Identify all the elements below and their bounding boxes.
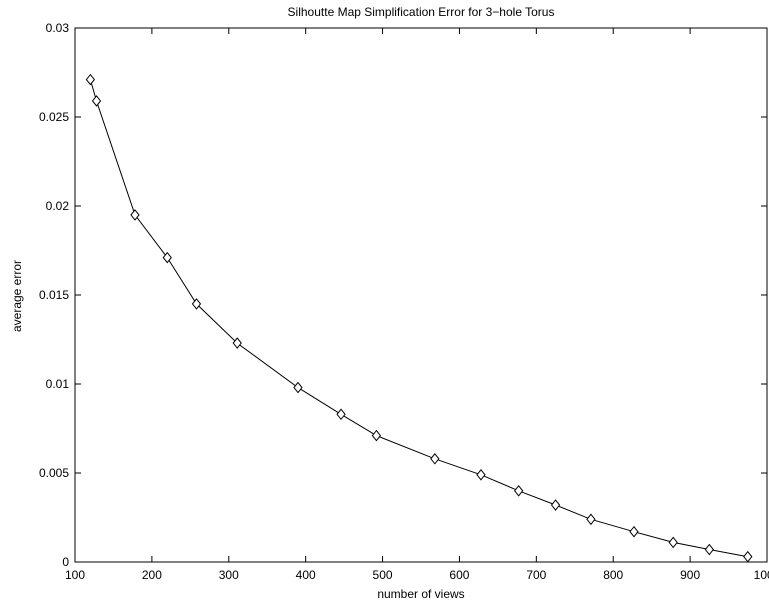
x-tick-label: 700 [526,568,546,582]
y-axis-label: average error [10,260,24,332]
data-point-marker [704,543,714,556]
x-tick-label: 800 [603,568,623,582]
data-point-marker [130,209,140,221]
data-point-marker [586,513,596,526]
data-point-marker [162,251,172,264]
data-point-marker [371,429,382,442]
data-point-marker [476,468,486,481]
x-axis-label: number of views [377,587,464,601]
data-point-marker [336,408,346,421]
data-point-marker [629,525,639,538]
y-tick-label: 0.01 [46,377,70,391]
data-point-marker [743,550,753,563]
x-tick-label: 600 [449,568,469,582]
y-tick-label: 0.02 [46,199,70,213]
data-point-marker [514,484,524,497]
data-point-marker [668,536,678,549]
y-tick-label: 0.015 [39,288,69,302]
data-point-marker [232,337,242,349]
data-point-marker [293,381,303,394]
y-tick-label: 0.03 [46,21,70,35]
data-point-marker [191,298,202,310]
x-tick-label: 500 [373,568,393,582]
data-point-marker [91,95,102,107]
x-tick-label: 900 [680,568,700,582]
chart-title: Silhoutte Map Simplification Error for 3… [288,5,555,19]
data-point-marker [85,73,96,86]
series-line [89,79,748,558]
data-point-marker [550,499,561,511]
y-tick-label: 0.005 [39,466,69,480]
x-tick-label: 400 [296,568,316,582]
y-tick-label: 0 [62,555,69,569]
y-tick-label: 0.025 [39,110,69,124]
x-tick-label: 100 [65,568,85,582]
x-tick-label: 300 [219,568,239,582]
data-point-marker [430,452,440,465]
x-tick-label: 200 [142,568,162,582]
